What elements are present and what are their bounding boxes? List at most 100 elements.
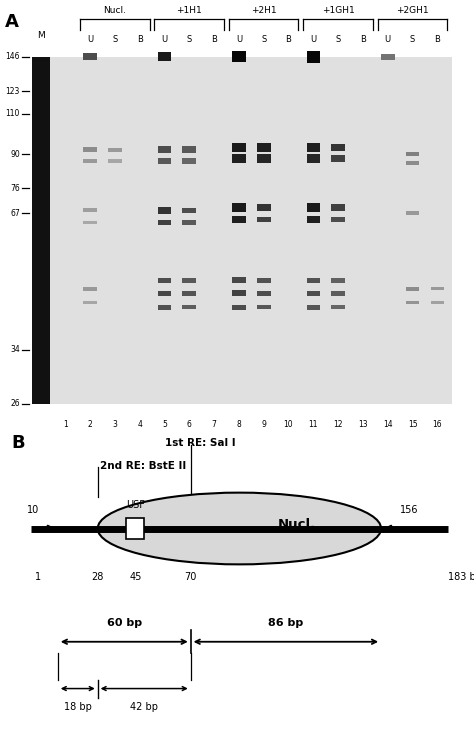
Bar xyxy=(32,57,453,404)
Text: Nucl.: Nucl. xyxy=(103,6,126,15)
Bar xyxy=(83,208,97,212)
Text: 42 bp: 42 bp xyxy=(130,702,158,712)
Bar xyxy=(157,207,171,214)
Text: 28: 28 xyxy=(91,572,104,582)
Ellipse shape xyxy=(98,492,381,565)
Text: 60 bp: 60 bp xyxy=(107,618,142,628)
Bar xyxy=(331,291,345,296)
Text: B: B xyxy=(211,35,217,45)
Bar xyxy=(108,147,121,152)
Bar xyxy=(83,287,97,291)
Bar xyxy=(406,211,419,215)
Text: U: U xyxy=(310,35,317,45)
Bar xyxy=(157,278,171,283)
Bar xyxy=(257,204,271,211)
Text: 18 bp: 18 bp xyxy=(64,702,91,712)
Bar xyxy=(83,159,97,163)
Bar xyxy=(232,154,246,163)
Bar xyxy=(331,278,345,283)
Bar xyxy=(257,278,271,283)
Bar xyxy=(157,52,171,61)
Text: B: B xyxy=(360,35,366,45)
Bar xyxy=(83,147,97,152)
Text: 76: 76 xyxy=(10,183,20,193)
Bar xyxy=(182,291,196,296)
Bar xyxy=(157,291,171,296)
Bar xyxy=(331,205,345,211)
Text: 70: 70 xyxy=(184,572,197,582)
Text: 16: 16 xyxy=(433,421,442,430)
Text: 6: 6 xyxy=(187,421,191,430)
Bar xyxy=(406,301,419,304)
Text: +1GH1: +1GH1 xyxy=(322,6,355,15)
Bar xyxy=(307,155,320,162)
Bar xyxy=(83,301,97,304)
Text: 146: 146 xyxy=(6,52,20,61)
Text: 14: 14 xyxy=(383,421,392,430)
Bar xyxy=(182,158,196,164)
Text: 2nd RE: BstE II: 2nd RE: BstE II xyxy=(100,461,186,470)
Text: 10: 10 xyxy=(27,505,39,515)
Text: S: S xyxy=(336,35,341,45)
Text: 110: 110 xyxy=(6,109,20,119)
Bar xyxy=(182,278,196,283)
Bar xyxy=(257,291,271,296)
Bar xyxy=(232,304,246,310)
Text: 183 bp: 183 bp xyxy=(448,572,474,582)
Text: USF: USF xyxy=(126,501,145,510)
Text: 1: 1 xyxy=(63,421,67,430)
Text: B: B xyxy=(12,434,26,452)
Bar xyxy=(307,203,320,211)
Text: 9: 9 xyxy=(261,421,266,430)
Text: S: S xyxy=(112,35,118,45)
Bar xyxy=(108,159,121,162)
Bar xyxy=(257,217,271,222)
Text: Nucl.: Nucl. xyxy=(278,518,316,532)
Text: B: B xyxy=(285,35,292,45)
Bar xyxy=(307,305,320,310)
Bar xyxy=(307,51,320,63)
Text: 1: 1 xyxy=(35,572,41,582)
Text: S: S xyxy=(261,35,266,45)
Bar xyxy=(182,220,196,225)
Bar xyxy=(307,143,320,152)
Bar xyxy=(83,221,97,224)
Text: 26: 26 xyxy=(10,399,20,408)
Bar xyxy=(232,203,246,211)
Text: 123: 123 xyxy=(6,87,20,96)
Text: 13: 13 xyxy=(358,421,368,430)
Text: 90: 90 xyxy=(10,149,20,159)
Bar xyxy=(430,301,444,304)
Bar xyxy=(406,152,419,156)
Bar xyxy=(157,220,171,226)
Text: 7: 7 xyxy=(211,421,217,430)
Text: 156: 156 xyxy=(400,505,419,515)
Bar xyxy=(157,146,171,153)
Bar xyxy=(307,291,320,296)
Text: U: U xyxy=(385,35,391,45)
Text: +2GH1: +2GH1 xyxy=(396,6,429,15)
Text: M: M xyxy=(37,31,45,40)
Bar xyxy=(157,305,171,310)
Bar xyxy=(406,161,419,165)
Text: 12: 12 xyxy=(333,421,343,430)
Text: +2H1: +2H1 xyxy=(251,6,276,15)
Text: S: S xyxy=(187,35,192,45)
Bar xyxy=(182,208,196,213)
Bar xyxy=(257,155,271,162)
Text: B: B xyxy=(137,35,143,45)
Text: 8: 8 xyxy=(237,421,241,430)
Text: U: U xyxy=(87,35,93,45)
Bar xyxy=(157,158,171,164)
Bar xyxy=(232,143,246,153)
Text: U: U xyxy=(236,35,242,45)
Bar xyxy=(307,278,320,283)
Bar xyxy=(83,54,97,60)
Text: 5: 5 xyxy=(162,421,167,430)
Text: 2: 2 xyxy=(88,421,92,430)
Text: 1st RE: Sal I: 1st RE: Sal I xyxy=(165,438,236,448)
Text: 11: 11 xyxy=(309,421,318,430)
Bar xyxy=(331,156,345,162)
Text: B: B xyxy=(435,35,440,45)
Bar xyxy=(331,305,345,310)
